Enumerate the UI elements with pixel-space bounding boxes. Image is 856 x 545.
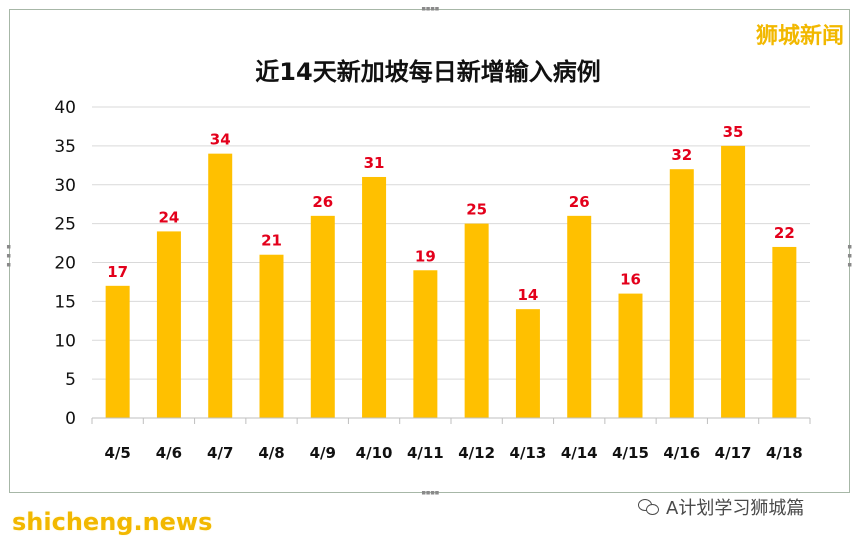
x-axis xyxy=(91,417,811,424)
bar xyxy=(156,231,181,418)
bar xyxy=(413,270,438,418)
data-label: 26 xyxy=(569,193,590,211)
gridlines xyxy=(92,106,810,380)
bar xyxy=(618,293,643,418)
x-tick-label: 4/9 xyxy=(310,444,336,462)
x-tick-label: 4/15 xyxy=(612,444,649,462)
y-tick-label: 5 xyxy=(65,370,76,390)
x-tick-label: 4/8 xyxy=(258,444,284,462)
account-watermark: A计划学习狮城篇 xyxy=(638,494,804,520)
data-label: 26 xyxy=(312,193,333,211)
data-label: 17 xyxy=(107,263,128,281)
x-tick-label: 4/5 xyxy=(104,444,130,462)
x-tick-label: 4/14 xyxy=(561,444,598,462)
x-tick-label: 4/13 xyxy=(510,444,547,462)
data-label: 35 xyxy=(723,123,744,141)
x-tick-label: 4/12 xyxy=(458,444,495,462)
data-label: 21 xyxy=(261,232,282,250)
bar xyxy=(310,215,335,418)
data-label: 25 xyxy=(466,201,487,219)
resize-handle-right[interactable]: ▪ ▪ ▪ xyxy=(847,242,852,270)
x-tick-label: 4/16 xyxy=(663,444,700,462)
bar xyxy=(464,223,489,418)
data-label: 24 xyxy=(158,208,179,226)
bar xyxy=(515,309,540,418)
resize-handle-bottom[interactable]: ▪▪▪▪ xyxy=(421,488,440,498)
y-tick-label: 20 xyxy=(54,254,76,274)
resize-handle-top[interactable]: ▪▪▪▪ xyxy=(421,4,440,14)
data-label: 31 xyxy=(364,154,385,172)
y-axis-ticks: 0 5 10 15 20 25 30 35 40 xyxy=(54,98,76,429)
bar xyxy=(362,176,387,418)
bars xyxy=(105,145,797,418)
data-labels: 17 24 34 21 26 31 19 25 14 26 16 32 35 22 xyxy=(107,123,795,304)
site-watermark: shicheng.news xyxy=(12,508,213,536)
account-label: A计划学习狮城篇 xyxy=(666,498,805,519)
bar xyxy=(669,169,694,418)
x-tick-label: 4/17 xyxy=(715,444,752,462)
y-tick-label: 15 xyxy=(54,292,76,312)
data-label: 16 xyxy=(620,271,641,289)
bar xyxy=(772,246,797,418)
bar xyxy=(567,215,592,418)
data-label: 19 xyxy=(415,247,436,265)
x-tick-label: 4/18 xyxy=(766,444,803,462)
data-label: 32 xyxy=(671,146,692,164)
wechat-icon xyxy=(638,498,660,516)
chart-title: 近14天新加坡每日新增输入病例 xyxy=(255,58,601,86)
bar xyxy=(721,145,746,418)
bar xyxy=(208,153,233,418)
brand-logo-text: 狮城新闻 xyxy=(755,24,844,49)
x-axis-ticks: 4/5 4/6 4/7 4/8 4/9 4/10 4/11 4/12 4/13 4/14 4/15 4… xyxy=(104,444,802,462)
y-tick-label: 0 xyxy=(65,409,76,429)
bar xyxy=(259,254,284,418)
data-label: 14 xyxy=(517,286,538,304)
y-tick-label: 35 xyxy=(54,137,76,157)
y-tick-label: 30 xyxy=(54,176,76,196)
x-tick-label: 4/10 xyxy=(356,444,393,462)
data-label: 22 xyxy=(774,224,795,242)
x-tick-label: 4/11 xyxy=(407,444,444,462)
x-tick-label: 4/6 xyxy=(156,444,182,462)
y-tick-label: 25 xyxy=(54,215,76,235)
y-tick-label: 10 xyxy=(54,331,76,351)
x-tick-label: 4/7 xyxy=(207,444,233,462)
data-label: 34 xyxy=(210,131,231,149)
y-tick-label: 40 xyxy=(54,98,76,118)
resize-handle-left[interactable]: ▪ ▪ ▪ xyxy=(6,242,11,270)
bar xyxy=(105,285,130,418)
